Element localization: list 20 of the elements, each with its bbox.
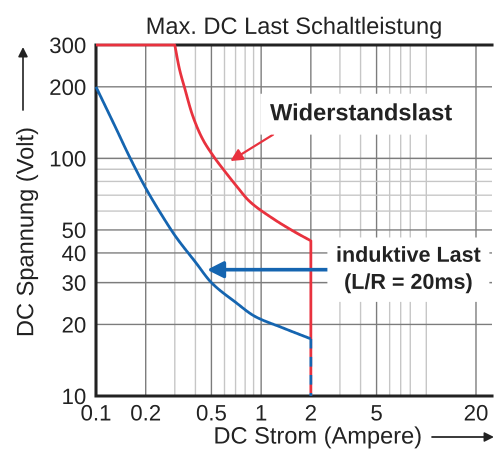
- y-tick-label: 10: [63, 388, 86, 404]
- y-tick-label: 300: [50, 38, 86, 54]
- x-tick-label: 1: [256, 405, 266, 420]
- x-tick-label: 5: [371, 405, 382, 421]
- y-tick-label: 50: [62, 222, 86, 238]
- y-tick-label: 200: [50, 79, 86, 96]
- annotation: induktive Last (L/R = 20ms): [338, 246, 480, 294]
- annotation: Widerstandslast: [270, 103, 452, 121]
- x-tick-label: 20: [464, 404, 488, 421]
- x-tick-label: 0.2: [131, 404, 160, 421]
- y-tick-label: 20: [62, 317, 86, 333]
- x-tick-label: 0.1: [81, 404, 110, 421]
- x-axis-title: DC Strom (Ampere): [215, 426, 421, 448]
- y-axis-title: DC Spannung (Volt): [16, 128, 38, 336]
- chart-title: Max. DC Last Schaltleistung: [148, 16, 441, 39]
- x-tick-label: 0.5: [196, 404, 226, 421]
- y-tick-label: 100: [50, 150, 86, 167]
- y-tick-label: 30: [62, 275, 86, 291]
- y-tick-label: 40: [62, 245, 86, 262]
- x-tick-label: 2: [306, 404, 316, 420]
